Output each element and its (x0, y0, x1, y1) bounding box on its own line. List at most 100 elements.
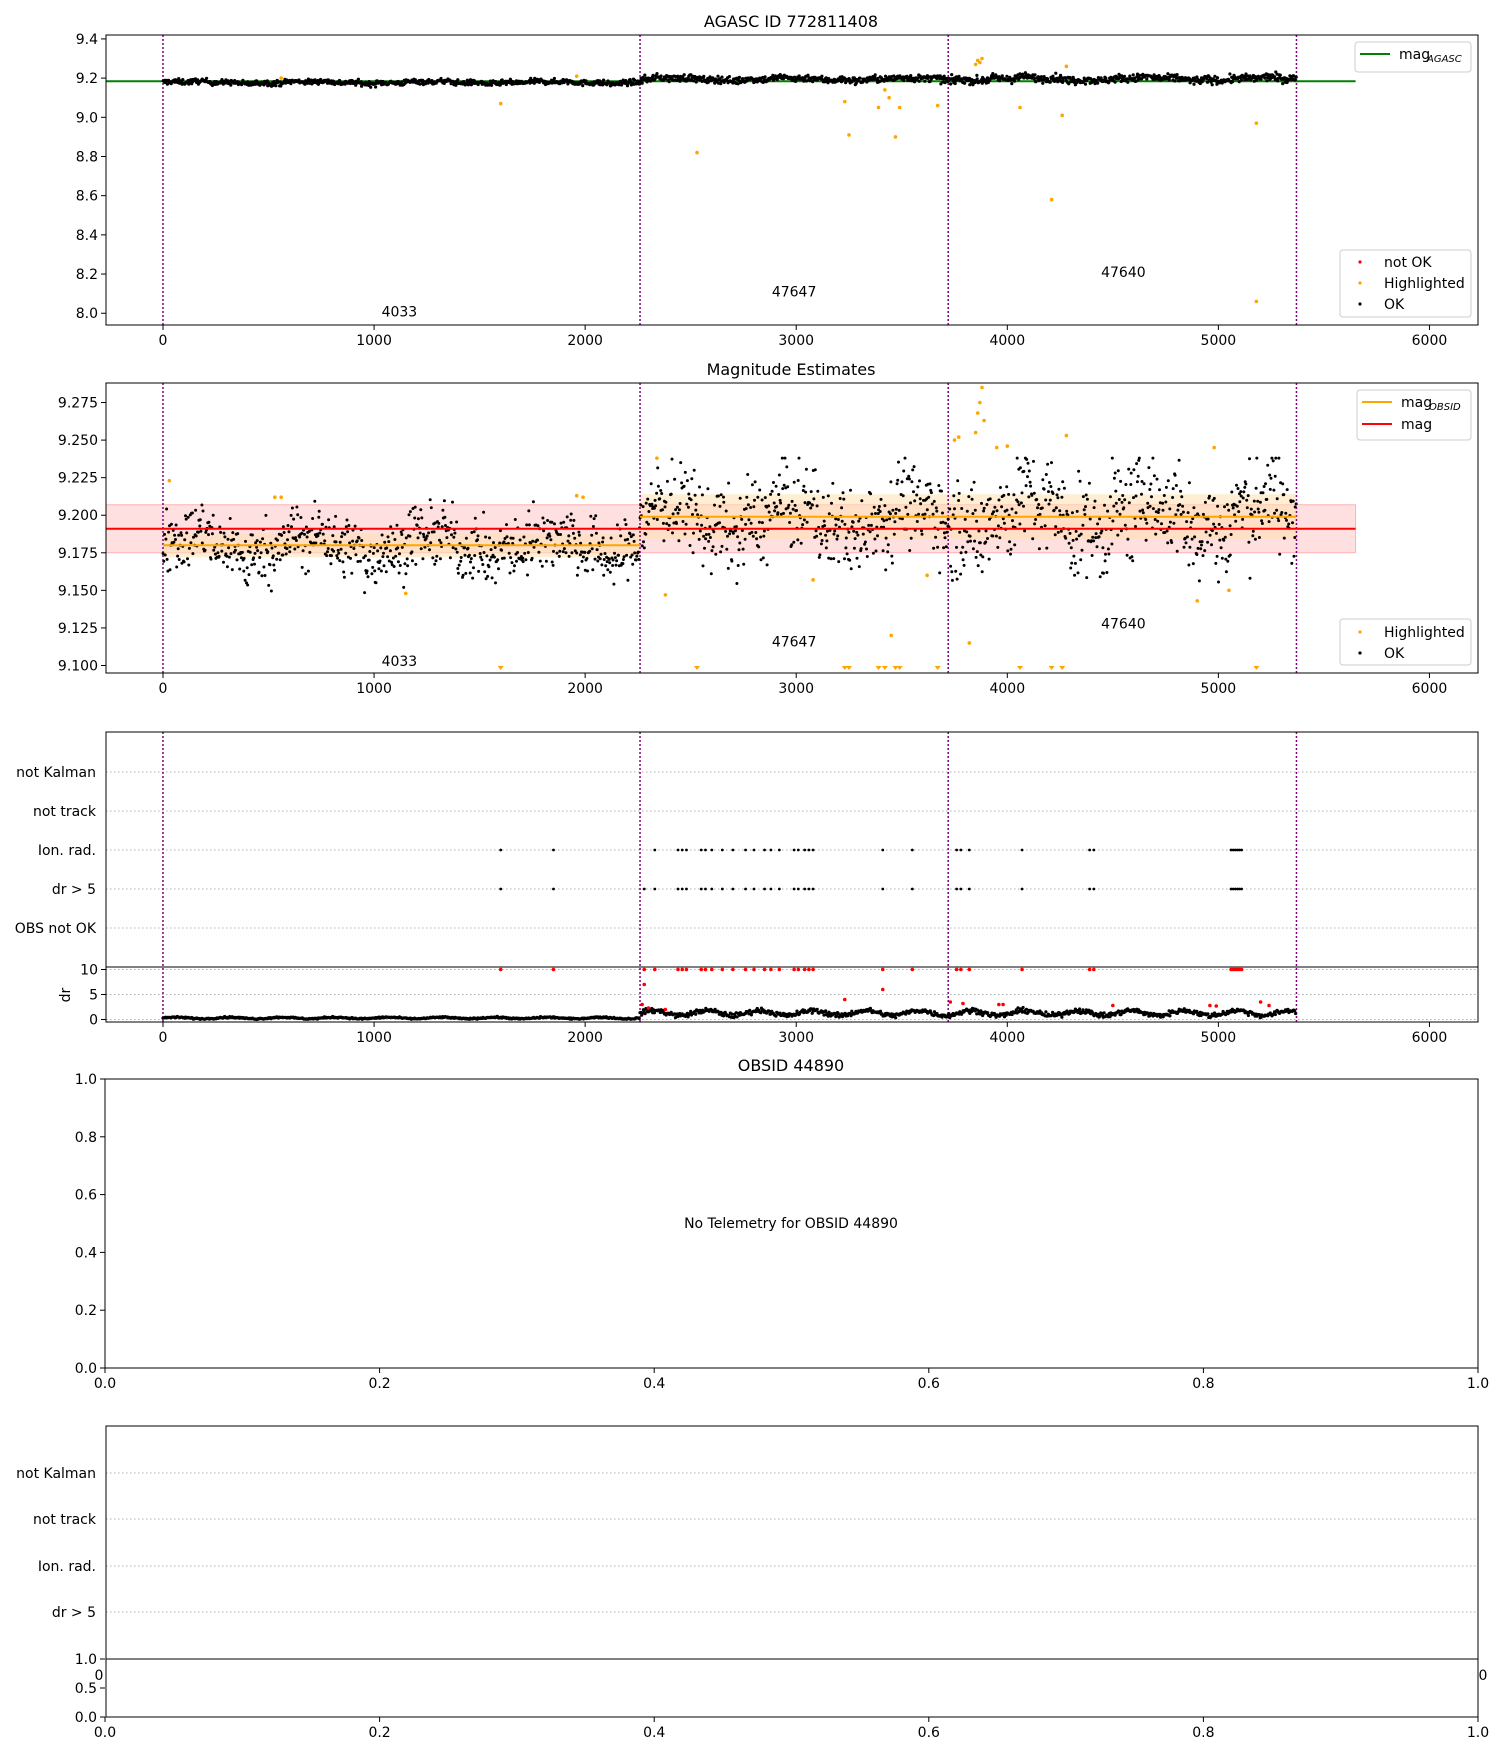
p2-ok-point (1020, 491, 1024, 495)
p1-ok-point (719, 82, 723, 86)
p2-ok-point (415, 523, 419, 527)
p3-flag-point (803, 848, 807, 852)
p2-ok-point (611, 558, 615, 562)
p2-ok-point (708, 525, 712, 529)
p2-ok-point (988, 497, 992, 501)
p2-ok-point (307, 529, 311, 533)
p2-ok-point (1241, 517, 1245, 521)
p2-ok-point (814, 529, 818, 533)
p1-ok-point (253, 82, 257, 86)
p2-ok-point (1210, 543, 1213, 547)
p2-ok-point (1054, 506, 1058, 510)
p3-dr-point (1078, 1007, 1082, 1011)
p2-ok-point (1243, 485, 1247, 489)
p3-dr-not-ok-clipped (762, 967, 767, 972)
p1-ok-point (319, 77, 323, 82)
p1-ok-point (1046, 77, 1050, 81)
p2-ok-point (932, 499, 936, 503)
p2-ok-point (546, 519, 550, 522)
p3-flag-point (1229, 887, 1233, 891)
p2-ok-point (186, 557, 189, 561)
p2-ok-point (577, 530, 581, 534)
p2-highlighted-point (167, 478, 172, 483)
p3-flag-point (1240, 887, 1243, 891)
p3-dr-point (1021, 1005, 1025, 1010)
p3-dr-point (824, 1009, 828, 1013)
p2-ok-point (1097, 535, 1101, 539)
p2-ok-point (1273, 474, 1277, 478)
p2-ok-point (1260, 522, 1264, 525)
p2-ok-point (1268, 473, 1272, 477)
p2-ok-point (1011, 519, 1014, 523)
p2-ok-point (459, 559, 463, 563)
p2-ok-point (1096, 522, 1100, 526)
p2-ok-point (1201, 512, 1205, 516)
p2-ok-point (281, 553, 285, 557)
p2-ok-point (1160, 522, 1163, 526)
p2-ok-point (336, 556, 340, 560)
p2-ok-point (881, 549, 885, 553)
p3-dr-point (1102, 1011, 1106, 1015)
p2-ok-point (957, 491, 961, 495)
p2-ok-point (633, 551, 637, 555)
p2-ok-point (689, 498, 693, 502)
p3-dr-not-ok-clipped (703, 967, 708, 972)
p2-ok-point (852, 546, 856, 550)
p1-ok-point (430, 79, 434, 83)
p2-ok-point (952, 494, 956, 498)
p2-ok-point (1144, 518, 1148, 521)
p2-ok-point (680, 481, 684, 485)
p2-xtick-label: 4000 (989, 681, 1025, 697)
p2-clipped-marker (896, 666, 903, 670)
p2-ok-point (1190, 537, 1194, 541)
p2-ok-point (259, 551, 263, 555)
p2-ok-point (704, 537, 708, 541)
p2-ok-point (229, 552, 233, 556)
p2-ok-point (286, 538, 289, 542)
p2-ok-point (725, 547, 729, 551)
p1-ok-point (220, 78, 224, 82)
p2-ok-point (915, 520, 919, 523)
p2-ok-point (1227, 508, 1231, 512)
p2-ok-point (1009, 552, 1012, 556)
p2-ytick-label: 9.275 (58, 396, 98, 412)
p2-ok-point (932, 546, 936, 550)
p2-ok-point (540, 564, 544, 568)
p2-ok-point (1180, 495, 1184, 499)
p2-ok-point (588, 549, 592, 553)
p1-ok-point (532, 81, 536, 85)
p2-ok-point (327, 518, 331, 522)
p1-ok-point (1293, 78, 1297, 82)
p1-ok-point (651, 73, 655, 77)
p2-ok-point (387, 540, 391, 544)
p2-ok-point (759, 535, 763, 539)
p2-ok-point (400, 545, 404, 549)
p2-ok-point (342, 575, 346, 579)
p2-ok-point (273, 568, 276, 572)
p2-ok-point (642, 546, 646, 550)
p2-ok-point (803, 501, 807, 505)
p2-ok-point (356, 560, 360, 563)
p3-flag-point (1240, 848, 1243, 852)
p1-ok-point (1215, 76, 1220, 80)
p2-ok-point (1069, 546, 1073, 550)
p2-ok-point (175, 565, 179, 569)
p2-ok-point (780, 456, 784, 460)
p2-ok-point (373, 569, 377, 573)
p2-ok-point (1129, 483, 1133, 486)
p2-ok-point (986, 537, 989, 540)
p2-ok-point (317, 515, 321, 519)
p2-ok-point (414, 562, 418, 566)
p1-ok-point (1005, 74, 1009, 78)
p2-ok-point (682, 484, 686, 488)
p2-ok-point (1270, 456, 1274, 460)
p2-ok-point (915, 493, 919, 497)
p2-ok-point (316, 534, 320, 538)
p2-clipped-marker (934, 666, 941, 670)
p2-ok-point (927, 495, 931, 499)
p2-ok-point (1124, 483, 1128, 486)
p1-ok-point (490, 83, 494, 87)
p2-ok-point (1187, 481, 1191, 485)
